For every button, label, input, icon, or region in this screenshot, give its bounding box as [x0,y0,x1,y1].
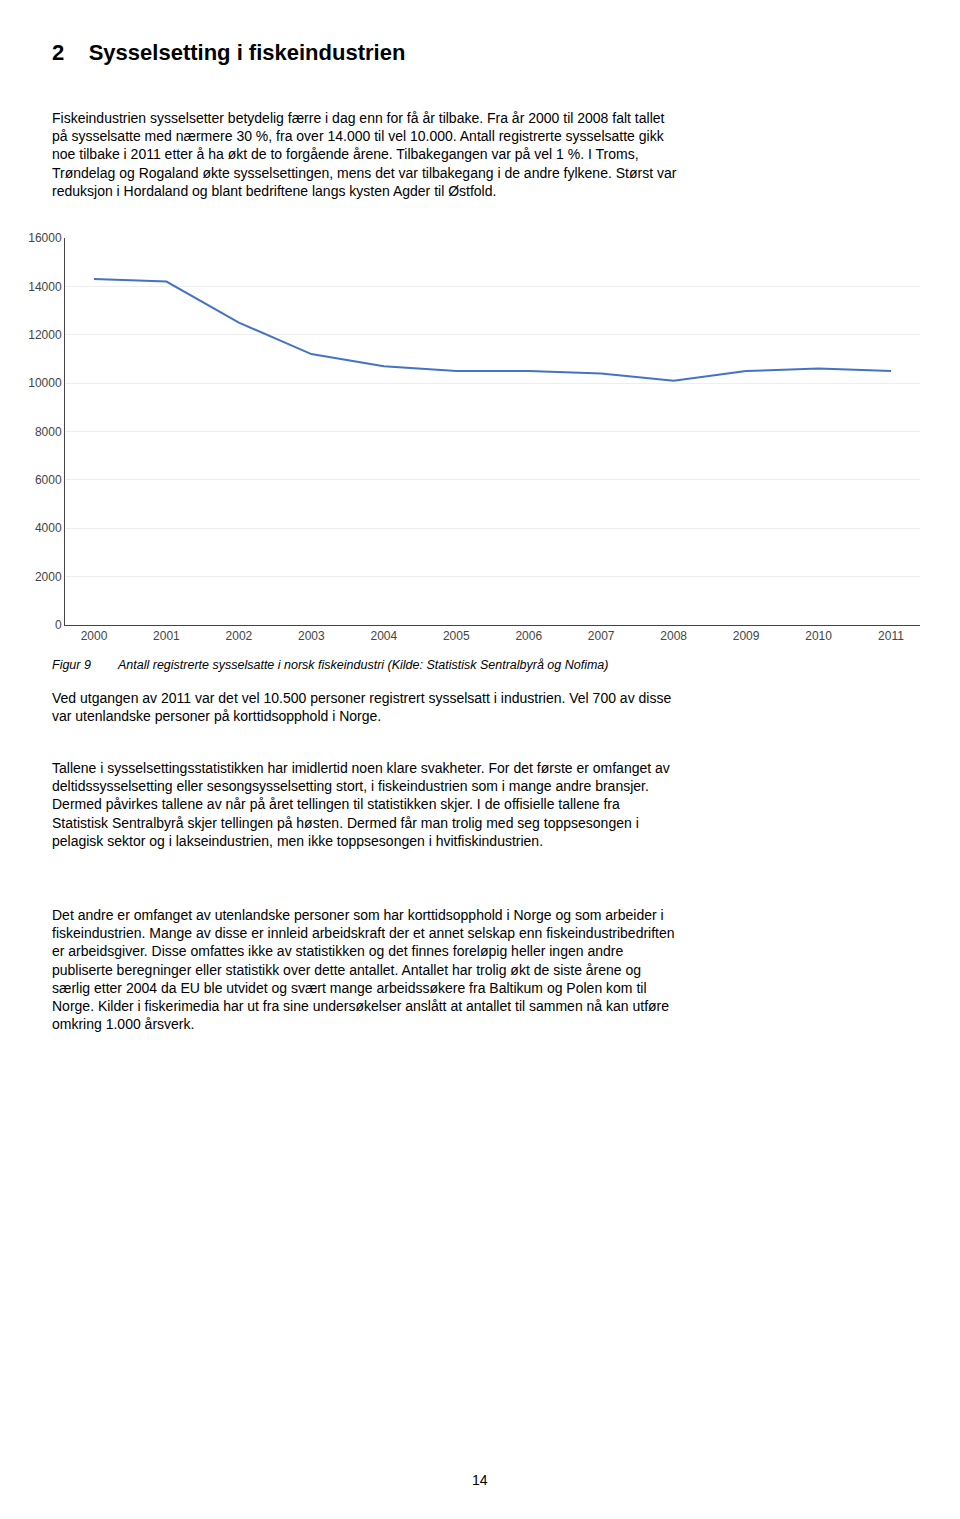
svg-text:Det andre er omfanget av utenl: Det andre er omfanget av utenlandske per… [52,907,675,1032]
svg-text:10000: 10000 [28,376,62,390]
svg-text:2 Sysselsetting i fiskeindu: 2 Sysselsetting i fiskeindustrien [52,40,405,65]
svg-text:2009: 2009 [733,629,760,643]
svg-text:12000: 12000 [28,328,62,342]
svg-text:2011: 2011 [878,629,904,643]
svg-text:14: 14 [472,1472,488,1488]
svg-text:0: 0 [55,618,62,632]
svg-text:Tallene i sysselsettingsstatis: Tallene i sysselsettingsstatistikken har… [52,760,670,849]
svg-text:Ved utgangen av 2011 var det v: Ved utgangen av 2011 var det vel 10.500 … [52,690,671,724]
svg-text:Fiskeindustrien sysselsetter b: Fiskeindustrien sysselsetter betydelig f… [52,110,677,199]
svg-text:2004: 2004 [370,629,397,643]
svg-text:2003: 2003 [298,629,325,643]
svg-text:2005: 2005 [443,629,470,643]
svg-text:16000: 16000 [28,231,62,245]
svg-text:2000: 2000 [81,629,108,643]
svg-text:2010: 2010 [805,629,832,643]
svg-text:2007: 2007 [588,629,615,643]
svg-text:2006: 2006 [515,629,542,643]
svg-text:8000: 8000 [35,425,62,439]
svg-text:4000: 4000 [35,521,62,535]
svg-text:Antall registrerte sysselsatte: Antall registrerte sysselsatte i norsk f… [117,658,608,672]
svg-text:2000: 2000 [35,570,62,584]
svg-text:14000: 14000 [28,280,62,294]
svg-text:Figur 9: Figur 9 [52,658,91,672]
svg-text:2001: 2001 [153,629,180,643]
svg-text:2002: 2002 [226,629,253,643]
svg-text:2008: 2008 [660,629,687,643]
svg-text:6000: 6000 [35,473,62,487]
